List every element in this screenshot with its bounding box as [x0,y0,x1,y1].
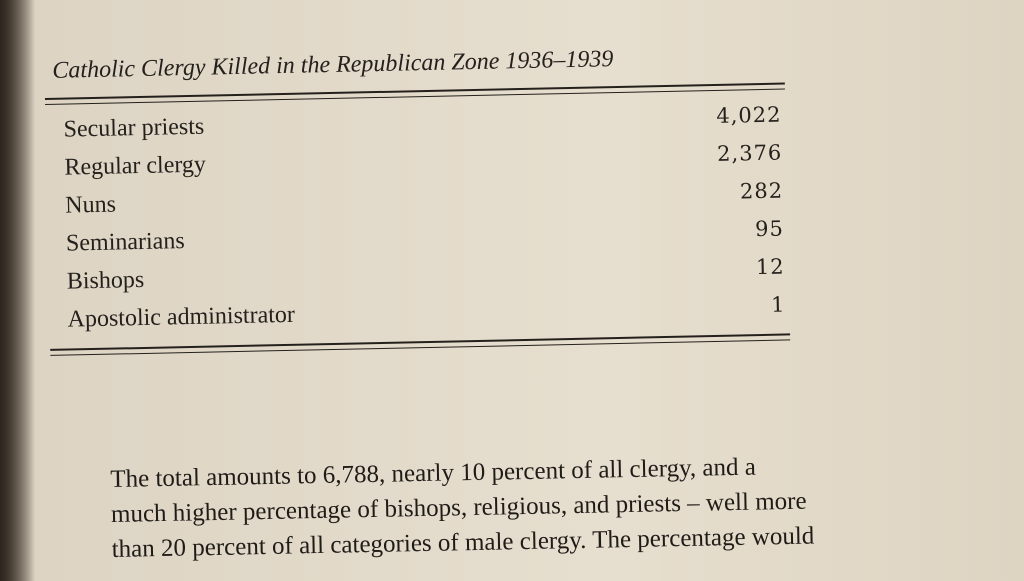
row-value: 282 [739,178,784,204]
paragraph-line: The total amounts to 6,788, nearly 10 pe… [110,453,757,493]
table-body: Secular priests 4,022 Regular clergy 2,3… [63,102,786,345]
row-label: Apostolic administrator [67,301,296,333]
row-value: 1 [770,292,786,317]
row-label: Seminarians [65,228,185,257]
row-value: 12 [755,254,785,280]
row-value: 2,376 [716,140,783,166]
clergy-table: Catholic Clergy Killed in the Republican… [44,37,791,356]
body-paragraph: The total amounts to 6,788, nearly 10 pe… [110,445,1022,567]
paragraph-line: than 20 percent of all categories of mal… [111,522,815,563]
row-value: 95 [754,216,785,242]
paragraph-line: much higher percentage of bishops, relig… [110,487,807,528]
row-label: Secular priests [63,113,205,143]
page-gutter-shadow [0,0,36,581]
row-label: Nuns [64,191,117,219]
row-label: Regular clergy [64,151,207,181]
row-value: 4,022 [716,102,782,128]
row-label: Bishops [66,266,145,295]
